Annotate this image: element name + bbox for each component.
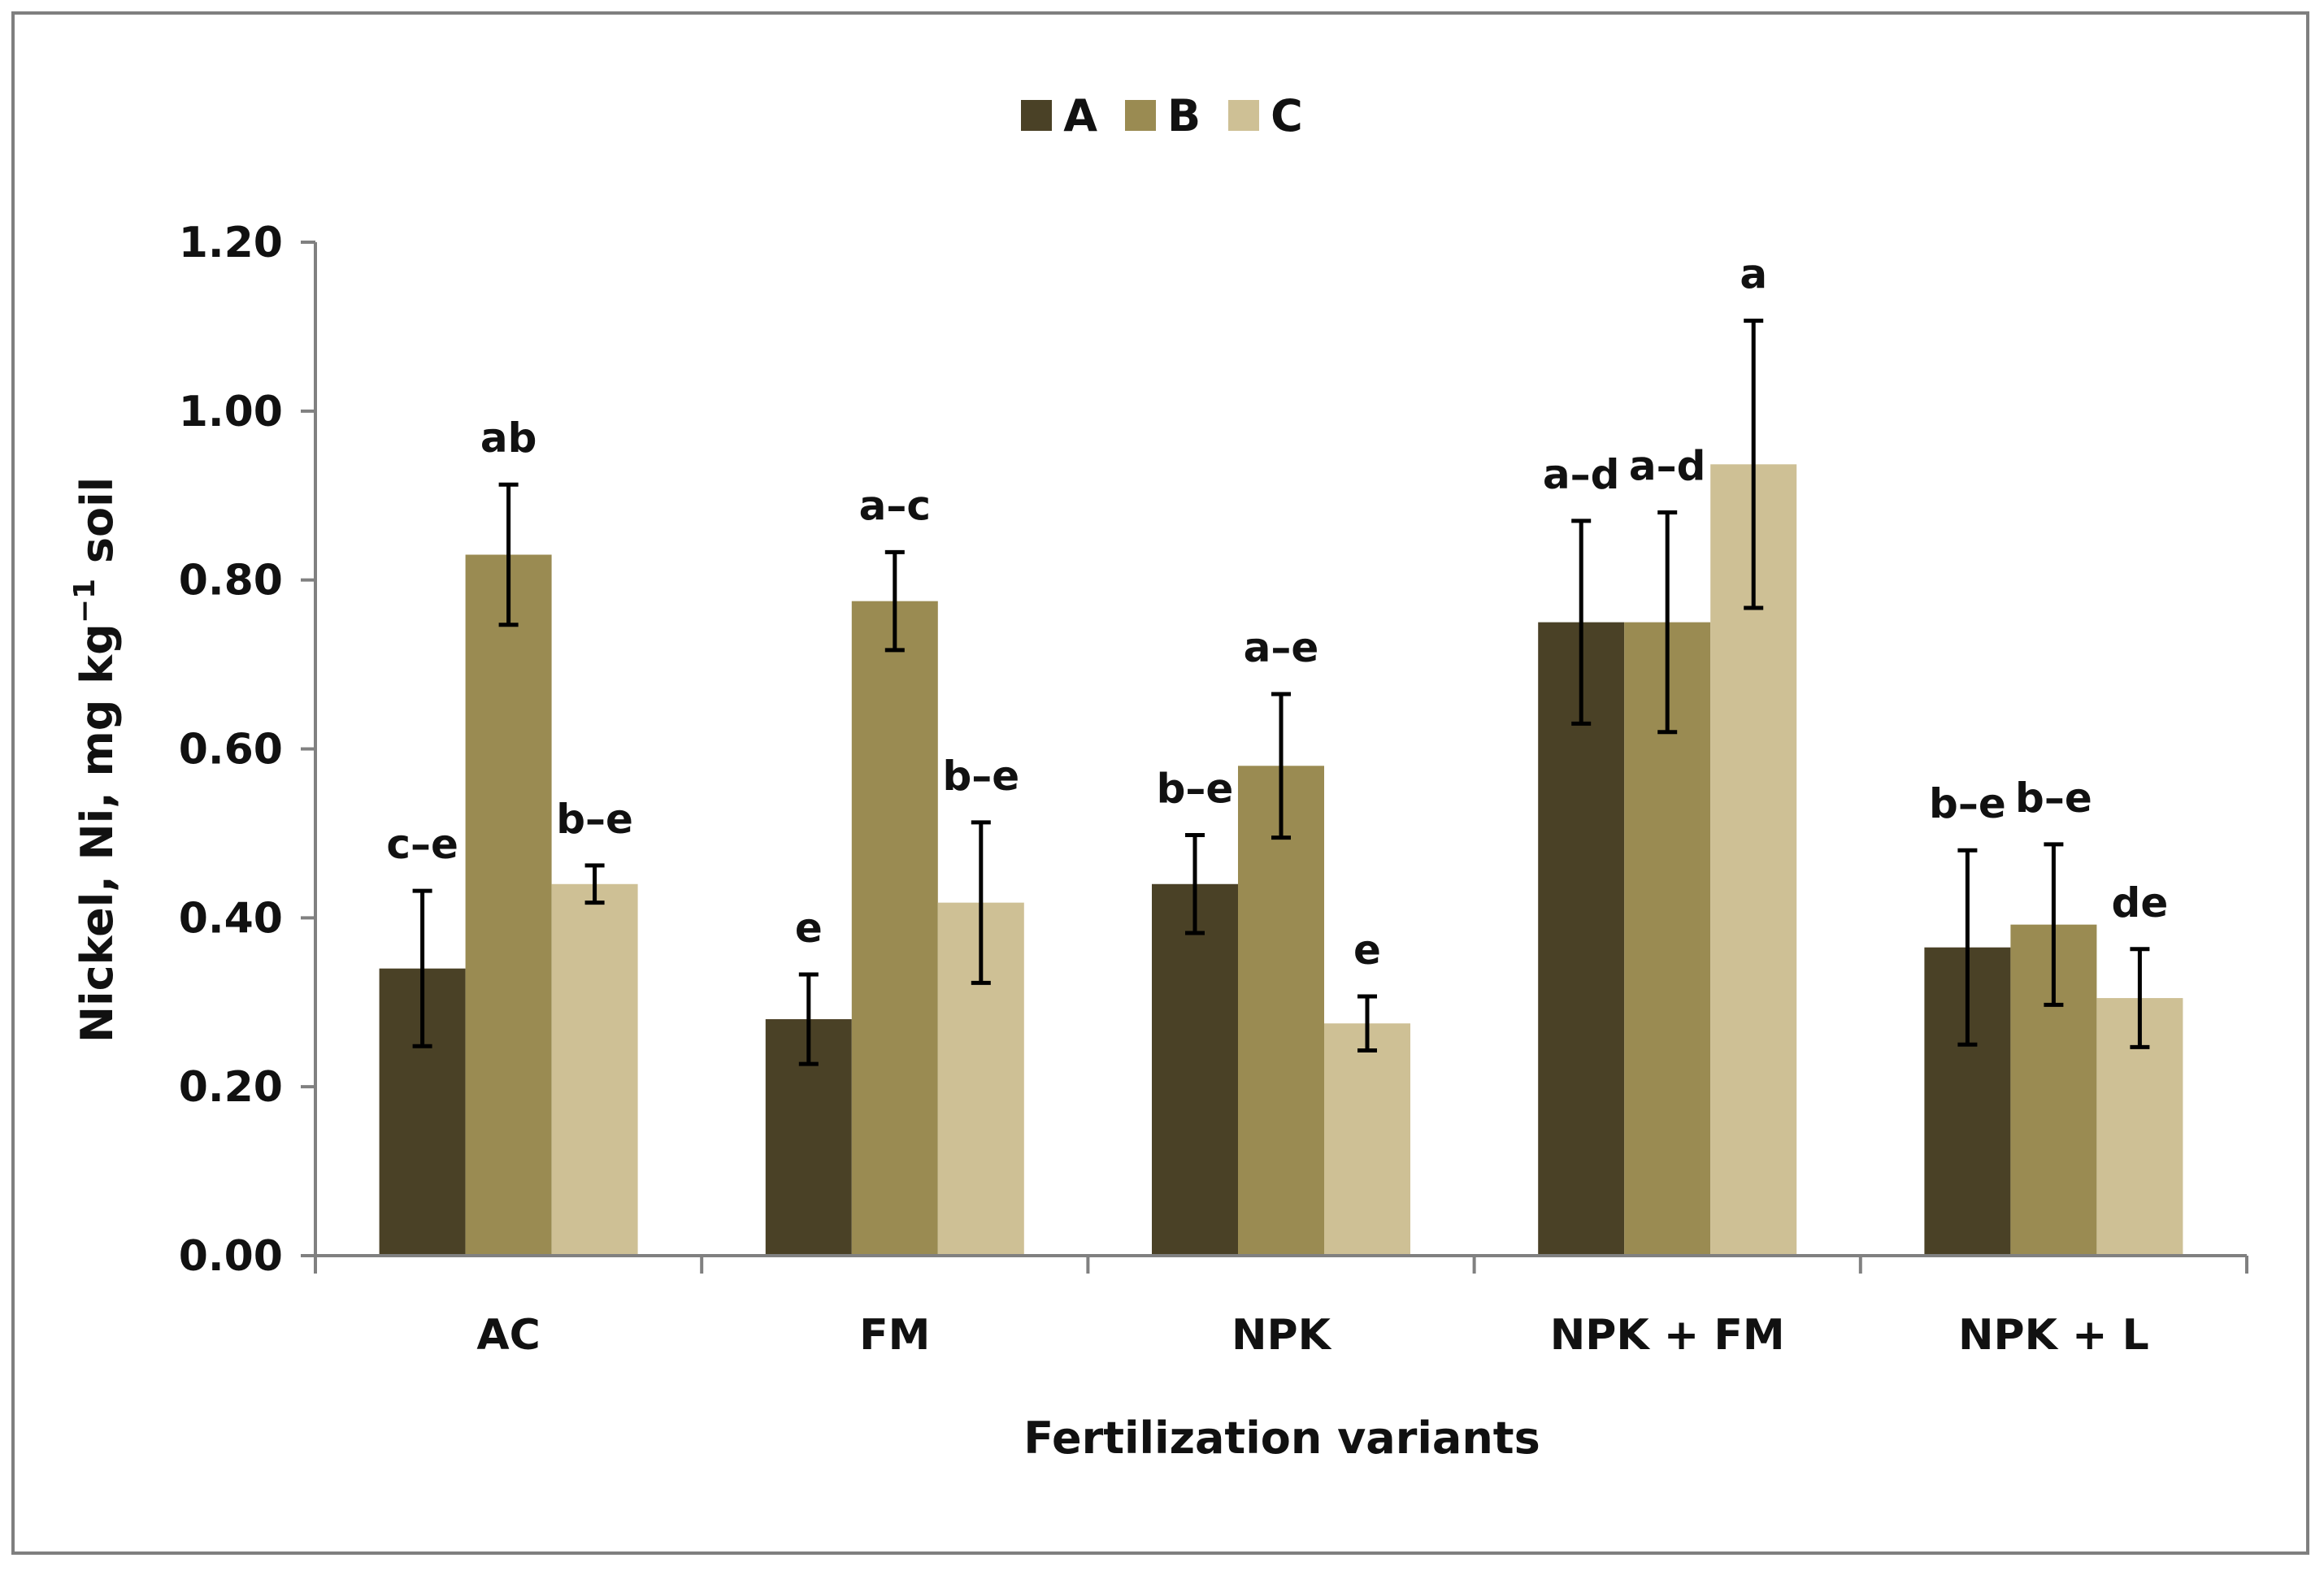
legend-label-b: B	[1166, 89, 1201, 141]
x-tick-label-1: FM	[859, 1311, 930, 1360]
bar-b-0	[465, 554, 552, 1256]
x-tick-label-3: NPK + FM	[1550, 1311, 1785, 1360]
significance-label-a-2: b–e	[1157, 765, 1234, 812]
legend-label-c: C	[1271, 89, 1303, 141]
significance-label-c-1: b–e	[942, 753, 1019, 800]
bar-c-2	[1324, 1023, 1410, 1256]
x-tick-label-2: NPK	[1232, 1311, 1332, 1360]
significance-label-a-4: b–e	[1929, 780, 2006, 827]
y-axis-title-sup: −1	[68, 579, 102, 623]
x-tick-label-4: NPK + L	[1958, 1311, 2149, 1360]
significance-label-a-3: a–d	[1543, 451, 1620, 498]
legend-swatch-b	[1124, 100, 1156, 131]
y-tick-label-6: 1.20	[179, 219, 283, 267]
significance-label-b-0: ab	[480, 414, 537, 462]
y-tick-label-5: 1.00	[179, 388, 283, 436]
significance-label-b-2: a–e	[1244, 624, 1319, 671]
bar-c-0	[551, 883, 638, 1256]
significance-label-a-0: c–e	[386, 821, 458, 868]
y-tick-label-1: 0.20	[179, 1063, 283, 1112]
significance-label-c-4: de	[2112, 879, 2169, 927]
legend-item-b: B	[1124, 89, 1201, 141]
significance-label-b-1: a–c	[859, 482, 931, 529]
legend: A B C	[0, 89, 2324, 141]
significance-label-c-3: a	[1740, 251, 1767, 298]
significance-label-c-0: b–e	[556, 796, 633, 843]
y-tick-label-0: 0.00	[179, 1232, 283, 1281]
x-axis-title: Fertilization variants	[1023, 1413, 1540, 1464]
y-axis-title-main: Nickel, Ni, mg kg	[72, 623, 123, 1043]
significance-label-a-1: e	[795, 905, 823, 952]
y-tick-label-2: 0.40	[179, 894, 283, 943]
bar-b-1	[851, 601, 938, 1256]
legend-swatch-a	[1021, 100, 1053, 131]
legend-item-c: C	[1228, 90, 1303, 141]
significance-label-b-4: b–e	[2015, 775, 2092, 822]
x-tick-label-0: AC	[476, 1311, 540, 1360]
significance-label-c-2: e	[1353, 927, 1381, 974]
significance-label-b-3: a–d	[1629, 443, 1706, 490]
y-axis-title: Nickel, Ni, mg kg−1 soil	[68, 477, 123, 1043]
bar-b-2	[1238, 766, 1324, 1256]
y-tick-label-3: 0.60	[179, 726, 283, 775]
y-axis-title-tail: soil	[72, 477, 123, 579]
legend-item-a: A	[1021, 90, 1097, 141]
bar-a-3	[1538, 622, 1625, 1256]
legend-label-a: A	[1063, 89, 1097, 141]
y-tick-label-4: 0.80	[179, 557, 283, 605]
bar-a-2	[1152, 883, 1238, 1256]
legend-swatch-c	[1228, 100, 1260, 131]
chart-frame	[11, 11, 2309, 1555]
